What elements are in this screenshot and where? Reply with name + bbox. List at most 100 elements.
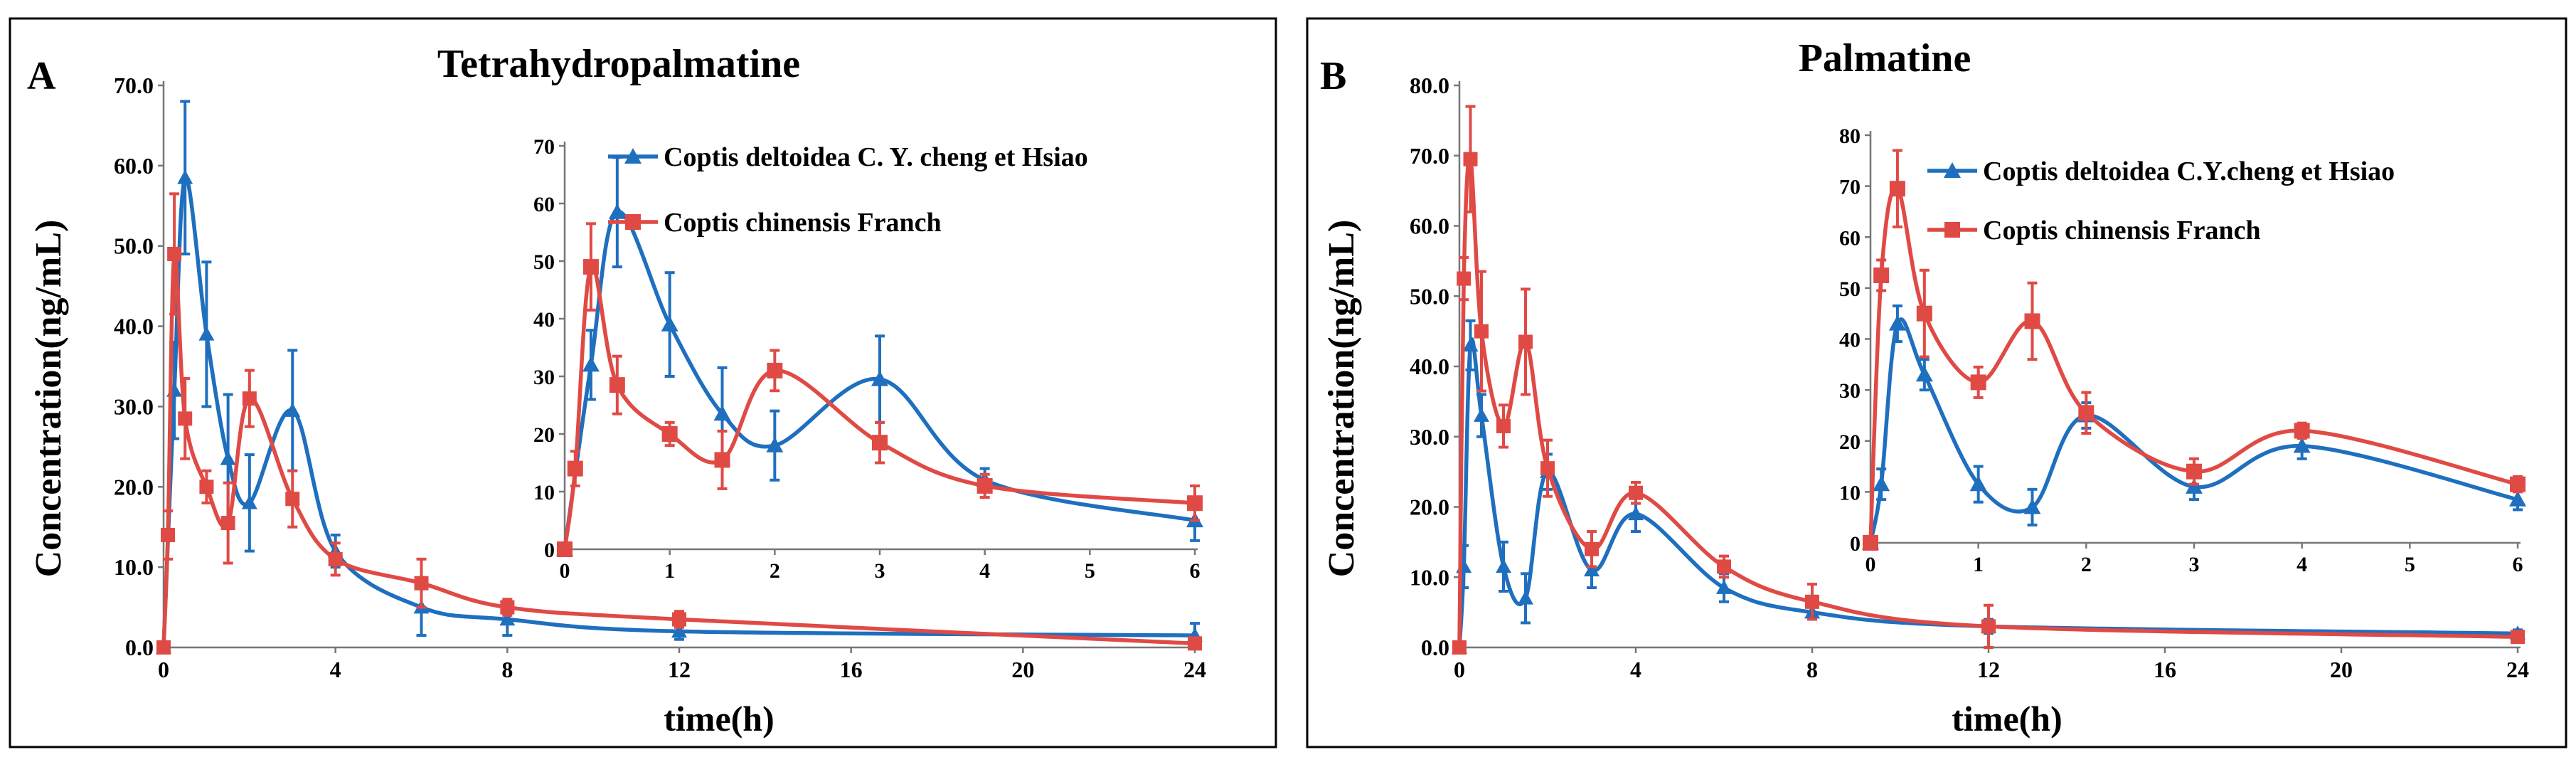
panel-b-main-data-point — [1717, 559, 1731, 574]
panel-b-main-x-tick-label: 0 — [1454, 657, 1465, 682]
panel-a-inset-data-point — [608, 203, 626, 219]
panel-b-inset-data-point — [2293, 437, 2311, 453]
panel-b-main-data-point — [1540, 461, 1555, 476]
panel-b-main-data-point — [1584, 562, 1600, 577]
panel-b-main-data-point — [1805, 594, 1819, 609]
panel-a-main-data-point — [167, 247, 182, 261]
panel-b-inset-data-point — [1916, 305, 1932, 322]
panel-a-inset-data-point — [609, 377, 625, 393]
panel-a-main-data-point — [500, 600, 515, 615]
panel-b-main-data-point — [1474, 408, 1489, 422]
panel-a-main-axes: 0.010.020.030.040.050.060.070.00 4 8 12 16 20… — [114, 73, 1206, 682]
panel-b-main-data-point — [1452, 640, 1467, 655]
panel-a-main-data-point — [328, 551, 343, 566]
panel-a-main-x-tick-label: 8 — [501, 657, 513, 682]
panel-a-inset-data-point — [582, 356, 600, 372]
panel-b-main-y-tick-label: 70.0 — [1410, 143, 1449, 169]
panel-b-main-data-point — [1518, 590, 1533, 605]
panel-b-inset-y-tick-label: 80 — [1839, 125, 1861, 148]
panel-a-inset-series-line — [563, 263, 1196, 550]
panel-b-inset-x-tick-label: 5 — [2405, 553, 2415, 576]
panel-a-main-x-tick-label: 16 — [840, 657, 863, 682]
panel-a-inset-data-point — [582, 259, 599, 275]
panel-a-main-data-point — [220, 450, 236, 465]
panel-a-inset-y-tick-label: 50 — [533, 250, 555, 274]
panel-a-inset-data-point — [713, 405, 731, 421]
panel-a-inset-plot: 0 10 20 30 40 50 60 70 0 1 2 3 4 5 6 — [533, 135, 1203, 583]
panel-a-inset-data-point — [567, 460, 583, 477]
legend-label: Coptis chinensis Franch — [664, 208, 942, 238]
panel-b-main-plot: 0.010.020.030.040.050.060.070.080.00 4 8 12… — [1410, 73, 2529, 682]
legend-label: Coptis deltoidea C. Y. cheng et Hsiao — [664, 142, 1088, 172]
panel-b-main-x-tick-label: 8 — [1806, 657, 1818, 682]
panel-a-main-data-point — [414, 576, 429, 591]
panel-b-inset-x-tick-label: 1 — [1973, 553, 1984, 576]
panel-b-main-data-point — [1981, 619, 1996, 634]
legend-marker-triangle — [624, 148, 642, 164]
panel-a-letter: A — [27, 54, 56, 98]
panel-b-main-x-tick-label: 20 — [2330, 657, 2353, 682]
panel-b-main-data-point — [1628, 506, 1644, 521]
panel-b-inset-y-tick-label: 30 — [1839, 379, 1861, 403]
panel-b-main-x-tick-label: 16 — [2154, 657, 2176, 682]
panel-a-main-data-point — [285, 492, 300, 507]
panel-b-inset-axes: 0 10 20 30 40 50 60 70 80 0 1 2 3 4 5 6 — [1839, 125, 2523, 576]
panel-b-inset-y-tick-label: 60 — [1839, 226, 1861, 250]
panel-a-main-data-point — [672, 612, 686, 627]
panel-a-inset-y-tick-label: 70 — [533, 135, 555, 159]
panel-a-main-data-point — [198, 326, 215, 341]
panel-a-main-data-point — [499, 611, 516, 626]
panel-b-inset-x-tick-label: 6 — [2513, 553, 2523, 576]
panel-a-title: Tetrahydropalmatine — [437, 42, 800, 86]
panel-a-inset-x-tick-label: 6 — [1190, 559, 1201, 583]
panel-a-inset-y-tick-label: 40 — [533, 308, 555, 332]
panel-b-main-data-point — [2511, 630, 2525, 645]
panel-a-main-data-point — [284, 403, 301, 417]
panel-a-inset-axes: 0 10 20 30 40 50 60 70 0 1 2 3 4 5 6 — [533, 135, 1201, 583]
panel-b-main-data-point — [1462, 337, 1479, 352]
panel-b-legend: Coptis deltoidea C.Y.cheng et Hsiao Copti… — [1927, 157, 2395, 245]
panel-a-main-x-tick-label: 12 — [668, 657, 691, 682]
panel-a-inset-x-tick-label: 5 — [1085, 559, 1095, 583]
panel-b-inset-y-tick-label: 20 — [1839, 430, 1861, 454]
legend-marker-square — [1944, 222, 1960, 238]
panel-b-inset-data-point — [1915, 366, 1933, 382]
panel-b-main-data-point — [1457, 271, 1471, 286]
panel-b-main-y-tick-label: 0.0 — [1421, 635, 1449, 660]
panel-a-main-y-tick-label: 40.0 — [114, 314, 154, 339]
panel-a-main-data-point — [161, 528, 176, 542]
panel-b-main-y-tick-label: 20.0 — [1410, 494, 1449, 520]
panel-b-inset-data-point — [2078, 405, 2095, 421]
panel-a-main-y-tick-label: 0.0 — [125, 635, 154, 660]
panel-a-inset-data-point — [1187, 495, 1203, 512]
panel-a-inset-data-point — [767, 362, 783, 378]
panel-b-main-x-tick-label: 24 — [2506, 657, 2529, 682]
panel-b-main-series-red — [1452, 105, 2525, 655]
panel-b-inset-x-tick-label: 3 — [2189, 553, 2200, 576]
panel-a-main-data-point — [1188, 636, 1202, 651]
panel-a: A Tetrahydropalmatine 0.0 10.0 20.0 30.0 40.… — [9, 17, 1277, 748]
panel-a-main-data-point — [242, 391, 257, 406]
panel-b-inset-x-tick-label: 0 — [1866, 553, 1876, 576]
panel-a-inset-x-tick-label: 1 — [664, 559, 675, 583]
panel-a-y-axis-label: Concentration(ng/mL) — [28, 220, 69, 578]
panel-b-inset-data-point — [1873, 267, 1890, 283]
panel-b-main-y-tick-label: 10.0 — [1410, 564, 1449, 590]
panel-a-inset-data-point — [661, 426, 678, 442]
panel-b-inset-y-tick-label: 10 — [1839, 481, 1861, 504]
panel-b-inset-y-tick-label: 50 — [1839, 277, 1861, 301]
panel-b-main-data-point — [1716, 580, 1732, 594]
panel-b-inset-data-point — [2294, 423, 2310, 439]
panel-b-inset-plot: 0 10 20 30 40 50 60 70 80 0 1 2 3 4 5 6 — [1839, 125, 2526, 576]
panel-a-main-y-tick-label: 70.0 — [114, 73, 154, 98]
panel-b-main-y-tick-label: 50.0 — [1410, 283, 1449, 309]
panel-b-main-data-point — [1474, 324, 1489, 339]
panel-a-inset-x-tick-label: 0 — [560, 559, 570, 583]
panel-b: B Palmatine 0.0 10.0 20.0 30.0 40.0 50.0 60.0 7… — [1306, 17, 2567, 748]
panel-b-main-data-point — [1518, 334, 1533, 349]
panel-a-main-x-tick-label: 0 — [158, 657, 169, 682]
panel-b-title: Palmatine — [1799, 36, 1971, 80]
panel-b-main-data-point — [1496, 559, 1511, 573]
panel-a-inset-data-point — [766, 437, 784, 452]
